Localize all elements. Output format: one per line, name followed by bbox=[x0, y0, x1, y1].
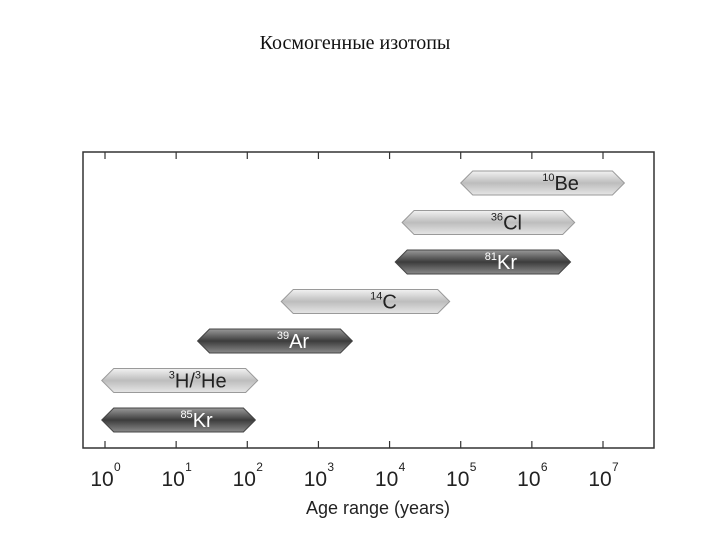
range-bar-label-2: 81Kr bbox=[485, 251, 518, 274]
range-bar-label-1: 36Cl bbox=[491, 212, 522, 235]
x-axis-label: Age range (years) bbox=[306, 498, 450, 518]
tick-label-exp-6: 6 bbox=[541, 460, 548, 474]
range-bar-5 bbox=[101, 368, 259, 393]
tick-label-2: 10 bbox=[233, 468, 256, 491]
range-bar-label-0: 10Be bbox=[542, 172, 579, 195]
range-bar-3 bbox=[280, 289, 451, 314]
tick-label-exp-3: 3 bbox=[327, 460, 334, 474]
tick-label-3: 10 bbox=[304, 468, 327, 491]
range-bar-2 bbox=[394, 249, 572, 275]
tick-label-exp-5: 5 bbox=[470, 460, 477, 474]
range-bar-label-4: 39Ar bbox=[277, 330, 310, 353]
tick-label-5: 10 bbox=[446, 468, 469, 491]
range-bar-label-5: 3H/3He bbox=[169, 370, 227, 393]
tick-label-exp-7: 7 bbox=[612, 460, 619, 474]
range-bar-4 bbox=[196, 328, 354, 354]
tick-label-6: 10 bbox=[517, 468, 540, 491]
tick-label-exp-0: 0 bbox=[114, 460, 121, 474]
range-bar-label-6: 85Kr bbox=[180, 409, 213, 432]
tick-label-0: 10 bbox=[90, 468, 113, 491]
tick-label-1: 10 bbox=[161, 468, 184, 491]
x-axis-ticks bbox=[104, 152, 604, 448]
tick-label-exp-4: 4 bbox=[399, 460, 406, 474]
range-bar-6 bbox=[101, 407, 257, 433]
tick-label-exp-1: 1 bbox=[185, 460, 192, 474]
slide-title: Космогенные изотопы bbox=[259, 32, 451, 54]
range-bar-0 bbox=[460, 170, 626, 196]
range-bar-1 bbox=[401, 210, 576, 235]
range-bar-label-3: 14C bbox=[370, 291, 397, 314]
tick-label-4: 10 bbox=[375, 468, 398, 491]
tick-label-exp-2: 2 bbox=[256, 460, 263, 474]
tick-label-7: 10 bbox=[588, 468, 611, 491]
range-bars: 10Be 36Cl 81Kr 14C 39Ar 3H/3He 85Kr bbox=[101, 170, 626, 433]
